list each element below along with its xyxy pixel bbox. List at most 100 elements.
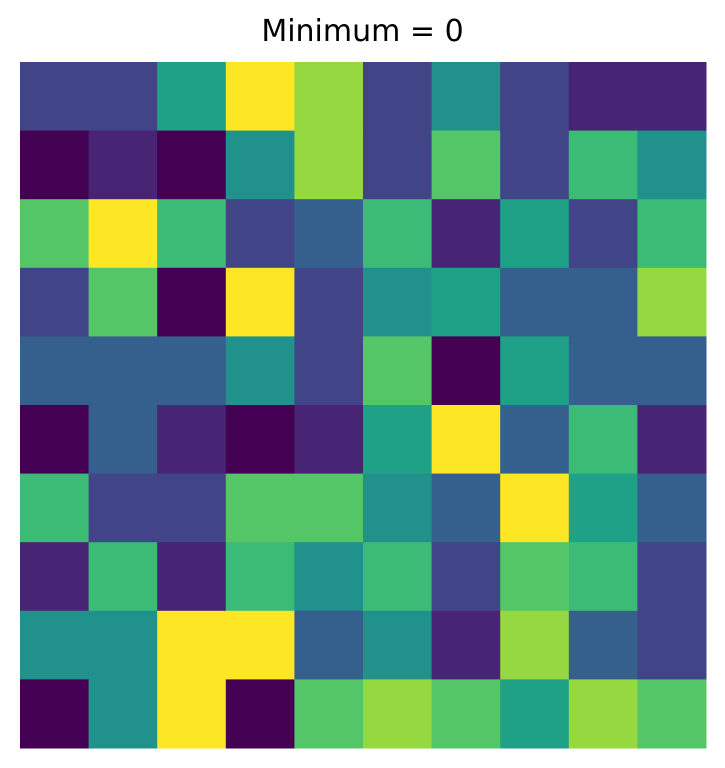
heatmap-cell-r0-c5	[363, 62, 433, 132]
heatmap-cell-r6-c4	[294, 473, 364, 543]
heatmap-cell-r7-c6	[431, 542, 501, 612]
heatmap-cell-r1-c0	[20, 130, 90, 200]
heatmap-cell-r4-c1	[88, 336, 158, 406]
heatmap-cell-r2-c2	[157, 199, 227, 269]
heatmap-cell-r1-c1	[88, 130, 158, 200]
heatmap-cell-r4-c7	[500, 336, 570, 406]
heatmap-cell-r7-c3	[225, 542, 295, 612]
heatmap-cell-r7-c9	[637, 542, 707, 612]
heatmap-cell-r4-c6	[431, 336, 501, 406]
heatmap-cell-r7-c0	[20, 542, 90, 612]
heatmap-cell-r3-c2	[157, 267, 227, 337]
heatmap-cell-r3-c5	[363, 267, 433, 337]
heatmap-cell-r1-c8	[568, 130, 638, 200]
heatmap-cell-r0-c4	[294, 62, 364, 132]
heatmap-cell-r9-c7	[500, 679, 570, 749]
heatmap-cell-r6-c1	[88, 473, 158, 543]
heatmap-cell-r7-c4	[294, 542, 364, 612]
heatmap-cell-r6-c7	[500, 473, 570, 543]
heatmap-cell-r9-c8	[568, 679, 638, 749]
heatmap-cell-r4-c5	[363, 336, 433, 406]
heatmap-cell-r2-c6	[431, 199, 501, 269]
heatmap-cell-r6-c6	[431, 473, 501, 543]
heatmap-cell-r0-c0	[20, 62, 90, 132]
heatmap-cell-r1-c6	[431, 130, 501, 200]
heatmap-cell-r5-c8	[568, 405, 638, 475]
heatmap-cell-r5-c9	[637, 405, 707, 475]
heatmap-cell-r0-c2	[157, 62, 227, 132]
heatmap-cell-r3-c9	[637, 267, 707, 337]
heatmap-cell-r9-c6	[431, 679, 501, 749]
heatmap-cell-r0-c3	[225, 62, 295, 132]
heatmap-cell-r2-c0	[20, 199, 90, 269]
heatmap-cell-r5-c6	[431, 405, 501, 475]
heatmap-cell-r1-c4	[294, 130, 364, 200]
heatmap-cell-r5-c2	[157, 405, 227, 475]
heatmap-cell-r2-c4	[294, 199, 364, 269]
heatmap-cell-r1-c9	[637, 130, 707, 200]
heatmap-cell-r8-c0	[20, 610, 90, 680]
heatmap-cell-r9-c2	[157, 679, 227, 749]
heatmap-cell-r5-c7	[500, 405, 570, 475]
heatmap-cell-r9-c3	[225, 679, 295, 749]
heatmap-cell-r1-c7	[500, 130, 570, 200]
heatmap-cell-r2-c1	[88, 199, 158, 269]
heatmap-cell-r9-c9	[637, 679, 707, 749]
heatmap-cell-r7-c5	[363, 542, 433, 612]
heatmap-cell-r2-c7	[500, 199, 570, 269]
heatmap-cell-r4-c8	[568, 336, 638, 406]
heatmap-cell-r3-c1	[88, 267, 158, 337]
heatmap-cell-r6-c9	[637, 473, 707, 543]
heatmap-cell-r7-c2	[157, 542, 227, 612]
heatmap-cell-r4-c9	[637, 336, 707, 406]
heatmap-cell-r5-c0	[20, 405, 90, 475]
chart-title: Minimum = 0	[261, 14, 464, 49]
heatmap-cell-r6-c3	[225, 473, 295, 543]
heatmap-cell-r9-c4	[294, 679, 364, 749]
heatmap-cell-r0-c7	[500, 62, 570, 132]
heatmap-cell-r3-c7	[500, 267, 570, 337]
heatmap-cell-r0-c6	[431, 62, 501, 132]
heatmap-cell-r9-c5	[363, 679, 433, 749]
heatmap-cell-r7-c1	[88, 542, 158, 612]
heatmap-cell-r0-c8	[568, 62, 638, 132]
heatmap-cell-r3-c8	[568, 267, 638, 337]
heatmap-cell-r8-c9	[637, 610, 707, 680]
heatmap-cell-r0-c9	[637, 62, 707, 132]
heatmap-cell-r0-c1	[88, 62, 158, 132]
heatmap-cell-r4-c3	[225, 336, 295, 406]
heatmap-cell-r6-c8	[568, 473, 638, 543]
heatmap-cell-r8-c3	[225, 610, 295, 680]
heatmap-cell-r5-c1	[88, 405, 158, 475]
heatmap-cell-r8-c4	[294, 610, 364, 680]
heatmap-cell-r7-c7	[500, 542, 570, 612]
heatmap-cell-r8-c6	[431, 610, 501, 680]
heatmap-cell-r9-c0	[20, 679, 90, 749]
heatmap-cell-r7-c8	[568, 542, 638, 612]
heatmap-cell-r6-c2	[157, 473, 227, 543]
heatmap-cell-r8-c7	[500, 610, 570, 680]
heatmap-cell-r9-c1	[88, 679, 158, 749]
heatmap-cell-r2-c8	[568, 199, 638, 269]
heatmap-cell-r5-c3	[225, 405, 295, 475]
heatmap-cell-r3-c3	[225, 267, 295, 337]
heatmap-cell-r4-c0	[20, 336, 90, 406]
heatmap-cell-r1-c2	[157, 130, 227, 200]
heatmap-cell-r8-c1	[88, 610, 158, 680]
heatmap-cell-r1-c5	[363, 130, 433, 200]
heatmap-cell-r2-c9	[637, 199, 707, 269]
heatmap-cell-r4-c2	[157, 336, 227, 406]
heatmap-cell-r2-c5	[363, 199, 433, 269]
heatmap-cells	[20, 62, 707, 749]
heatmap-cell-r2-c3	[225, 199, 295, 269]
heatmap-cell-r8-c2	[157, 610, 227, 680]
heatmap-cell-r4-c4	[294, 336, 364, 406]
heatmap-cell-r3-c4	[294, 267, 364, 337]
heatmap-cell-r6-c5	[363, 473, 433, 543]
heatmap-cell-r5-c5	[363, 405, 433, 475]
heatmap-cell-r8-c8	[568, 610, 638, 680]
heatmap-cell-r5-c4	[294, 405, 364, 475]
heatmap-cell-r3-c0	[20, 267, 90, 337]
heatmap-cell-r1-c3	[225, 130, 295, 200]
